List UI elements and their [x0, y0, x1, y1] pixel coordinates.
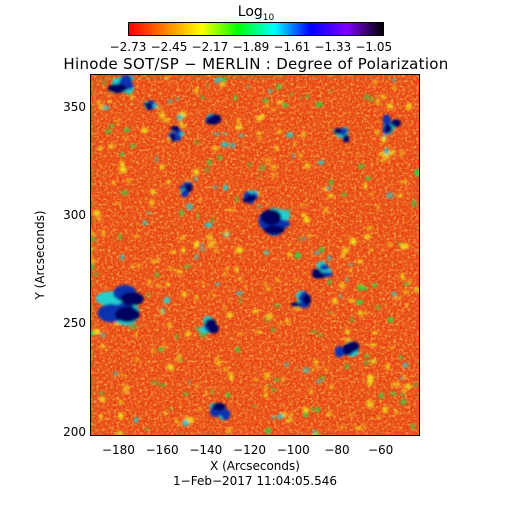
polarization-map: [90, 74, 420, 436]
x-tick-label: −160: [145, 443, 179, 457]
y-tick-label: 350: [63, 99, 86, 114]
y-tick-label: 200: [63, 424, 86, 439]
colorbar-tick-label: −1.33: [314, 40, 352, 54]
y-axis-label: Y (Arcseconds): [33, 210, 47, 300]
colorbar-tick-label: −2.45: [150, 40, 188, 54]
x-tick-label: −60: [367, 443, 394, 457]
x-tick-label: −100: [276, 443, 310, 457]
timestamp: 1−Feb−2017 11:04:05.546: [173, 474, 337, 488]
colorbar-title: Log10: [237, 4, 275, 23]
colorbar-tick-label: −1.61: [273, 40, 311, 54]
y-tick-label: 250: [63, 316, 86, 331]
colorbar-tick-label: −2.73: [109, 40, 147, 54]
colorbar-ticks: −2.73 −2.45 −2.17 −1.89 −1.61 −1.33 −1.05: [104, 40, 408, 54]
x-tick-label: −80: [324, 443, 350, 457]
y-tick-label: 300: [63, 207, 86, 222]
polarization-map-image: [91, 75, 419, 435]
colorbar-tick-label: −2.17: [191, 40, 229, 54]
x-tick-label: −120: [233, 443, 267, 457]
x-tick-label: −140: [189, 443, 223, 457]
colorbar-tick-label: −1.05: [355, 40, 393, 54]
colorbar-tick-label: −1.89: [232, 40, 270, 54]
plot-title: Hinode SOT/SP − MERLIN : Degree of Polar…: [63, 55, 449, 73]
x-tick-label: −180: [101, 443, 135, 457]
x-axis-label: X (Arcseconds): [210, 459, 300, 473]
colorbar: [128, 22, 384, 36]
